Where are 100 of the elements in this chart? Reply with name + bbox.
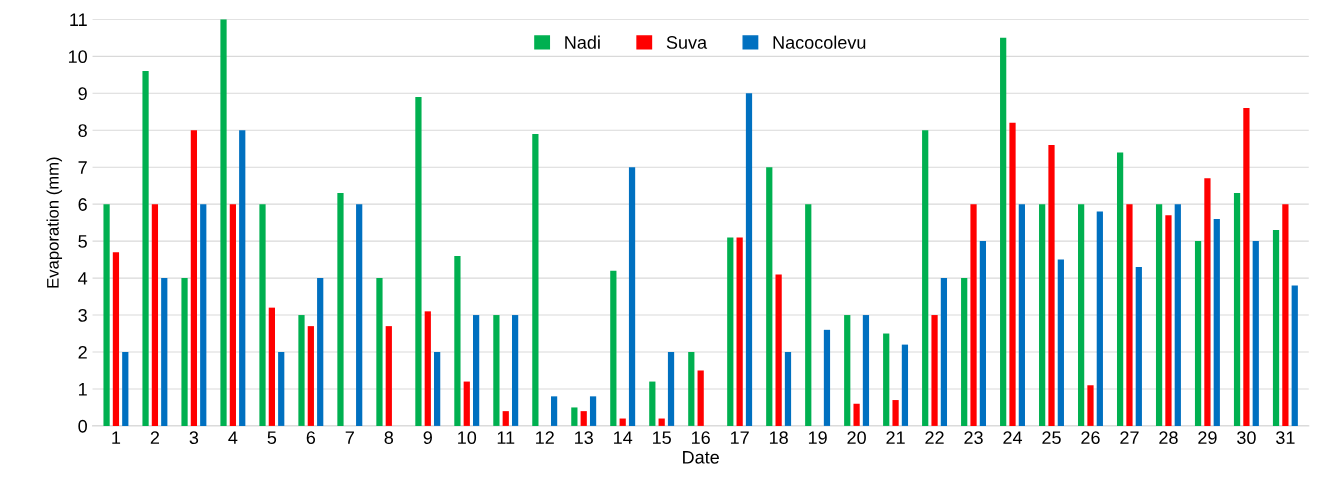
bar bbox=[1039, 204, 1046, 426]
x-tick-label: 19 bbox=[808, 431, 827, 445]
y-axis-title: Evaporation (mm) bbox=[46, 157, 63, 288]
x-tick-label: 8 bbox=[384, 431, 394, 445]
x-tick-label: 18 bbox=[769, 431, 788, 445]
x-tick-label: 7 bbox=[345, 431, 354, 444]
bar bbox=[931, 315, 938, 426]
bar bbox=[298, 315, 305, 426]
legend-label: Nadi bbox=[565, 35, 600, 49]
bar bbox=[571, 407, 578, 426]
x-tick-label: 25 bbox=[1042, 431, 1061, 445]
bar bbox=[736, 237, 743, 426]
bar bbox=[161, 278, 168, 426]
bar bbox=[493, 315, 500, 426]
bar bbox=[658, 418, 665, 426]
bar bbox=[1087, 385, 1094, 426]
bar bbox=[1282, 204, 1289, 426]
bar bbox=[1204, 178, 1211, 426]
bar bbox=[122, 352, 129, 426]
bar bbox=[473, 315, 480, 426]
bar bbox=[580, 411, 587, 426]
bar bbox=[307, 326, 314, 426]
bar bbox=[356, 204, 363, 426]
bar bbox=[1233, 193, 1241, 426]
bar bbox=[619, 418, 626, 426]
bar bbox=[649, 381, 656, 426]
y-tick-label: 8 bbox=[78, 124, 87, 137]
bar bbox=[511, 315, 519, 426]
bar bbox=[190, 130, 198, 426]
y-tick-label: 2 bbox=[78, 345, 87, 359]
bar bbox=[1048, 145, 1055, 426]
x-tick-label: 21 bbox=[886, 431, 905, 444]
x-tick-label: 20 bbox=[847, 431, 866, 445]
y-tick-label: 6 bbox=[78, 198, 87, 211]
bar bbox=[151, 204, 159, 426]
bar bbox=[239, 130, 246, 426]
bar bbox=[1135, 266, 1142, 426]
bar bbox=[784, 352, 792, 426]
x-tick-label: 22 bbox=[925, 431, 944, 444]
x-tick-label: 9 bbox=[423, 431, 432, 445]
bar bbox=[1272, 230, 1280, 426]
bar bbox=[589, 396, 597, 426]
x-axis-title: Date bbox=[683, 451, 719, 464]
legend-label: Nacocolevu bbox=[773, 35, 866, 49]
x-tick-label: 12 bbox=[536, 431, 554, 444]
bar bbox=[415, 96, 422, 426]
x-tick-label: 17 bbox=[730, 431, 749, 444]
y-tick-label: 4 bbox=[78, 272, 88, 285]
bar bbox=[775, 274, 782, 426]
bar bbox=[892, 400, 899, 426]
bar bbox=[628, 167, 636, 426]
x-tick-label: 15 bbox=[653, 431, 671, 445]
bar bbox=[922, 130, 929, 426]
bar bbox=[1174, 204, 1181, 426]
bar bbox=[1126, 204, 1133, 426]
bar bbox=[823, 329, 831, 426]
x-tick-label: 13 bbox=[575, 431, 593, 445]
bar bbox=[532, 133, 539, 426]
x-tick-label: 4 bbox=[228, 431, 238, 444]
bar bbox=[883, 333, 890, 426]
bar bbox=[112, 252, 120, 426]
bar bbox=[862, 315, 870, 426]
bar bbox=[727, 237, 734, 426]
y-tick-label: 0 bbox=[78, 419, 87, 433]
bar bbox=[317, 278, 324, 426]
bar bbox=[200, 204, 207, 426]
x-tick-label: 3 bbox=[189, 431, 199, 445]
x-tick-label: 2 bbox=[150, 431, 160, 444]
x-tick-label: 16 bbox=[692, 431, 710, 445]
bar bbox=[1252, 241, 1259, 426]
bar bbox=[1078, 204, 1085, 426]
y-tick-label: 7 bbox=[78, 161, 87, 174]
x-tick-label: 10 bbox=[458, 431, 477, 445]
bar bbox=[259, 204, 266, 426]
bar bbox=[1000, 37, 1007, 426]
bar bbox=[1018, 204, 1025, 426]
bar bbox=[979, 241, 987, 426]
x-tick-label: 28 bbox=[1159, 431, 1178, 445]
x-tick-label: 14 bbox=[614, 431, 633, 444]
y-tick-label: 3 bbox=[78, 308, 87, 322]
y-tick-label: 11 bbox=[70, 13, 87, 26]
x-tick-label: 5 bbox=[267, 431, 277, 445]
bar bbox=[1009, 122, 1016, 426]
bar bbox=[385, 326, 392, 426]
x-tick-label: 26 bbox=[1081, 431, 1100, 445]
bar bbox=[376, 278, 383, 426]
y-tick-label: 9 bbox=[78, 87, 87, 100]
bar bbox=[745, 93, 753, 426]
bar bbox=[1194, 241, 1202, 426]
bar bbox=[268, 307, 275, 426]
y-tick-label: 1 bbox=[79, 383, 87, 396]
y-tick-label: 10 bbox=[68, 50, 87, 64]
bar bbox=[337, 193, 344, 426]
bar bbox=[424, 311, 431, 426]
x-tick-label: 11 bbox=[497, 431, 515, 444]
bar bbox=[961, 278, 968, 426]
bar bbox=[844, 315, 851, 426]
x-tick-label: 27 bbox=[1120, 431, 1139, 444]
x-tick-label: 1 bbox=[112, 431, 121, 444]
x-tick-label: 24 bbox=[1003, 431, 1023, 444]
